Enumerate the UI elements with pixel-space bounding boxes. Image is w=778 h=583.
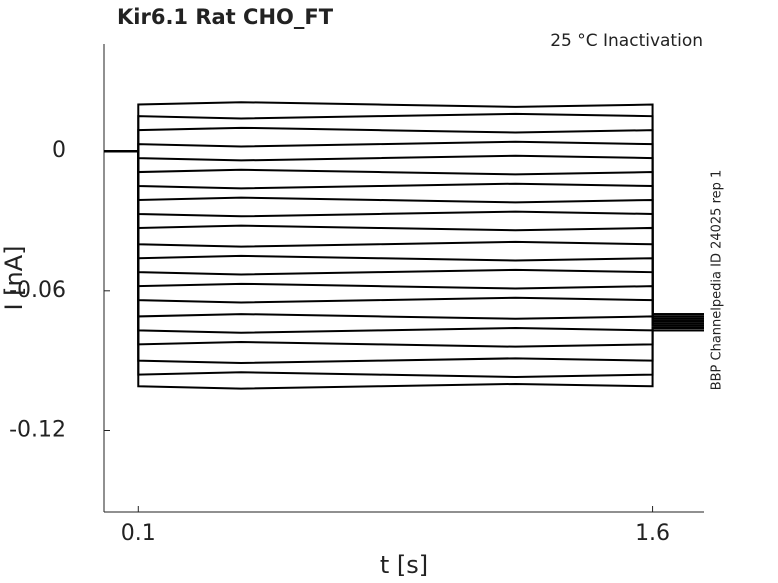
trace <box>104 150 704 320</box>
trace <box>104 150 704 323</box>
trace <box>104 150 704 323</box>
trace <box>104 150 704 327</box>
trace <box>104 150 704 334</box>
trace <box>104 126 704 318</box>
trace <box>104 150 704 320</box>
trace <box>104 150 704 325</box>
trace <box>104 150 704 325</box>
y-tick-label: -0.12 <box>9 418 66 443</box>
y-axis-label: I [nA] <box>0 245 28 310</box>
x-axis-label: t [s] <box>380 551 428 579</box>
side-note: BBP Channelpedia ID 24025 rep 1 <box>710 170 725 391</box>
trace <box>104 150 704 390</box>
chart-title: Kir6.1 Rat CHO_FT <box>117 5 334 29</box>
y-tick-label: -0.06 <box>9 278 66 303</box>
trace <box>104 150 704 320</box>
trace <box>104 150 704 325</box>
trace <box>104 101 704 316</box>
trace <box>104 150 704 323</box>
x-tick-label: 1.6 <box>635 521 670 546</box>
x-tick-label: 0.1 <box>121 521 156 546</box>
y-tick-label: 0 <box>52 138 66 163</box>
annotation: 25 °C Inactivation <box>550 31 703 51</box>
